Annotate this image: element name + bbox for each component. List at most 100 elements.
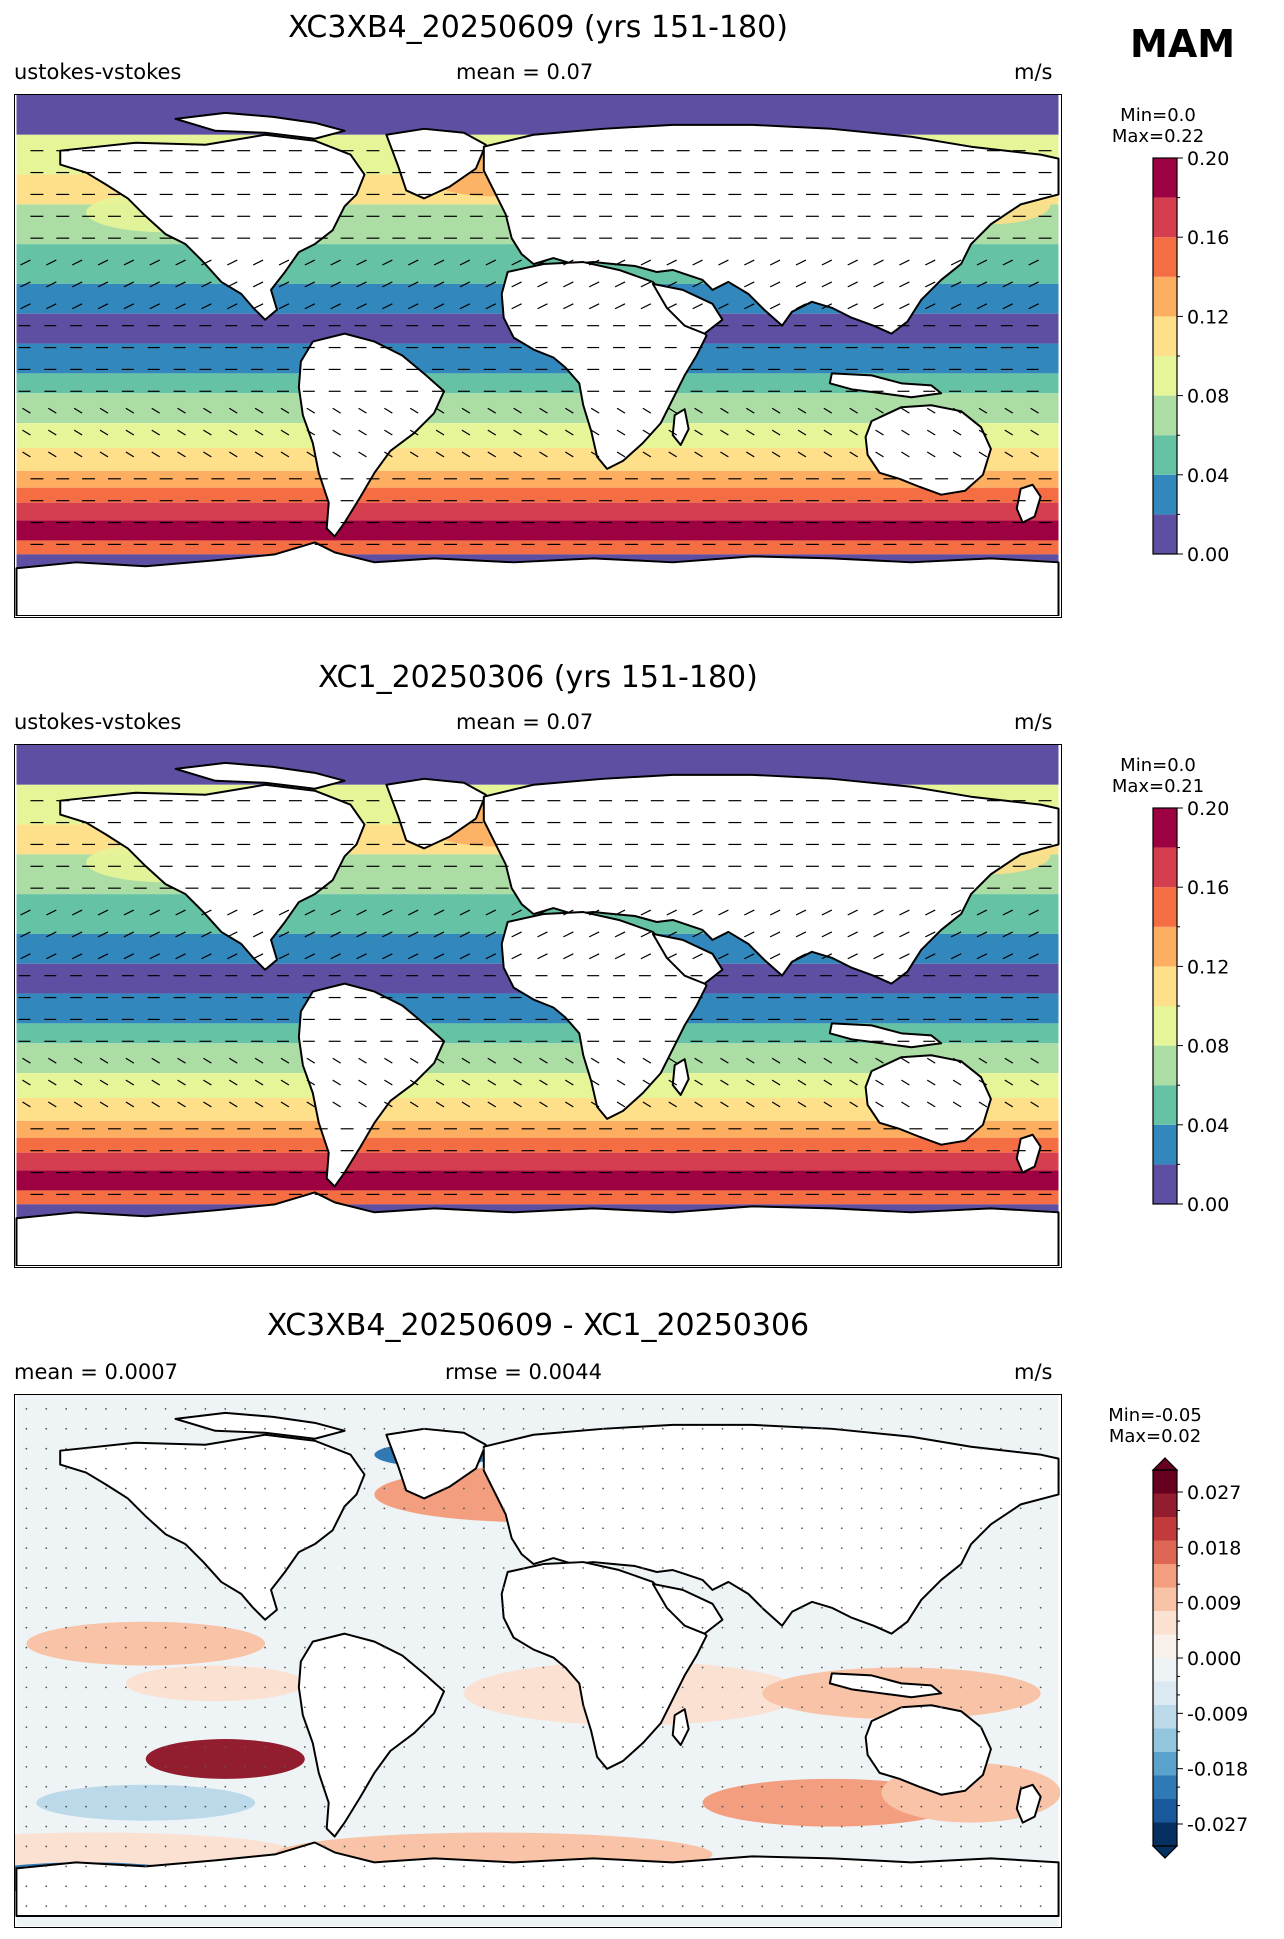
sig-dot bbox=[642, 1706, 644, 1709]
sig-dot bbox=[343, 1726, 346, 1729]
sig-dot bbox=[403, 1626, 406, 1629]
sig-dot bbox=[105, 1686, 107, 1689]
sig-dot bbox=[45, 1606, 48, 1609]
sig-dot bbox=[264, 1865, 266, 1868]
sig-dot bbox=[264, 1805, 266, 1808]
drift-arrow bbox=[849, 429, 858, 436]
stokes-drift-vectors bbox=[18, 150, 1052, 546]
sig-dot bbox=[423, 1865, 426, 1868]
sig-dot bbox=[642, 1766, 644, 1768]
sig-dot bbox=[622, 1408, 624, 1410]
sig-dot bbox=[45, 1507, 48, 1510]
colorbar-segment bbox=[1153, 1728, 1177, 1752]
sig-dot bbox=[661, 1845, 664, 1848]
sig-dot bbox=[661, 1427, 664, 1430]
sig-dot bbox=[721, 1626, 724, 1629]
sig-dot bbox=[820, 1785, 823, 1788]
drift-arrow bbox=[332, 1101, 341, 1108]
sig-dot bbox=[502, 1746, 505, 1748]
sig-dot bbox=[701, 1805, 704, 1808]
drift-arrow bbox=[950, 259, 962, 266]
drift-arrow bbox=[769, 909, 781, 916]
sig-dot bbox=[482, 1706, 485, 1709]
sig-dot bbox=[403, 1487, 406, 1490]
sig-dot bbox=[761, 1805, 764, 1808]
sig-dot bbox=[463, 1686, 465, 1689]
sig-dot bbox=[323, 1845, 326, 1848]
sig-dot bbox=[85, 1686, 87, 1689]
sig-dot bbox=[264, 1706, 266, 1709]
drift-arrow bbox=[384, 1101, 393, 1108]
sig-dot bbox=[482, 1427, 485, 1430]
drift-arrow bbox=[901, 1101, 910, 1108]
drift-arrow bbox=[539, 1101, 548, 1108]
drift-arrow bbox=[642, 407, 652, 414]
sig-dot bbox=[840, 1666, 843, 1669]
sig-dot bbox=[403, 1845, 406, 1848]
sig-dot bbox=[264, 1547, 266, 1550]
drift-arrow bbox=[976, 909, 988, 916]
panel-2-variable-label: ustokes-vstokes bbox=[14, 710, 182, 734]
sig-dot bbox=[622, 1507, 624, 1510]
sig-dot bbox=[960, 1487, 963, 1490]
drift-arrow bbox=[97, 281, 109, 288]
drift-arrow bbox=[616, 1101, 626, 1108]
sig-dot bbox=[820, 1467, 823, 1470]
continent-arabia bbox=[651, 932, 724, 985]
panel-2-min-label: Min=0.0 bbox=[1120, 755, 1196, 776]
sig-dot bbox=[184, 1606, 187, 1609]
drift-arrow bbox=[640, 931, 652, 938]
drift-arrow bbox=[125, 1079, 135, 1086]
drift-arrow bbox=[692, 281, 703, 288]
sig-dot bbox=[144, 1825, 147, 1828]
sig-dot bbox=[840, 1587, 843, 1589]
sig-dot bbox=[1019, 1666, 1022, 1669]
sig-dot bbox=[542, 1447, 545, 1450]
drift-arrow bbox=[565, 407, 574, 414]
sig-dot bbox=[960, 1427, 963, 1430]
sig-dot bbox=[801, 1666, 803, 1669]
sig-dot bbox=[860, 1805, 863, 1808]
drift-arrow bbox=[563, 281, 574, 288]
sig-dot bbox=[622, 1467, 624, 1470]
sig-dot bbox=[224, 1447, 227, 1450]
drift-arrow bbox=[875, 1101, 884, 1108]
sig-dot bbox=[124, 1905, 127, 1908]
sig-dot bbox=[244, 1666, 247, 1669]
sig-dot bbox=[204, 1646, 207, 1649]
drift-arrow bbox=[563, 953, 574, 960]
drift-arrow bbox=[73, 1101, 83, 1108]
continent-greenland bbox=[385, 777, 487, 850]
drift-arrow bbox=[821, 303, 833, 310]
sig-dot bbox=[721, 1606, 724, 1609]
sig-dot bbox=[85, 1865, 87, 1868]
sig-dot bbox=[960, 1606, 963, 1609]
sig-dot bbox=[264, 1447, 266, 1450]
sig-dot bbox=[980, 1606, 982, 1609]
sig-dot bbox=[204, 1527, 207, 1530]
sig-dot bbox=[602, 1885, 605, 1888]
sig-dot bbox=[343, 1527, 346, 1530]
drift-arrow bbox=[330, 259, 341, 266]
drift-arrow bbox=[537, 259, 548, 266]
sig-dot bbox=[920, 1766, 923, 1768]
sig-dot bbox=[303, 1905, 306, 1908]
panel-2-max-label: Max=0.21 bbox=[1111, 776, 1205, 797]
sig-dot bbox=[85, 1706, 87, 1709]
sig-dot bbox=[801, 1547, 803, 1550]
sig-dot bbox=[284, 1865, 286, 1868]
sig-dot bbox=[980, 1487, 982, 1490]
sig-dot bbox=[940, 1606, 943, 1609]
sig-dot bbox=[781, 1527, 784, 1530]
continent-greenland bbox=[385, 127, 487, 200]
drift-arrow bbox=[433, 303, 445, 310]
sig-dot bbox=[105, 1427, 107, 1430]
sig-dot bbox=[463, 1666, 465, 1669]
sig-dot bbox=[900, 1487, 903, 1490]
sig-dot bbox=[443, 1805, 445, 1808]
sig-dot bbox=[761, 1785, 764, 1788]
sig-dot bbox=[920, 1646, 923, 1649]
sig-dot bbox=[681, 1626, 684, 1629]
sig-dot bbox=[940, 1447, 943, 1450]
drift-arrow bbox=[123, 909, 135, 916]
